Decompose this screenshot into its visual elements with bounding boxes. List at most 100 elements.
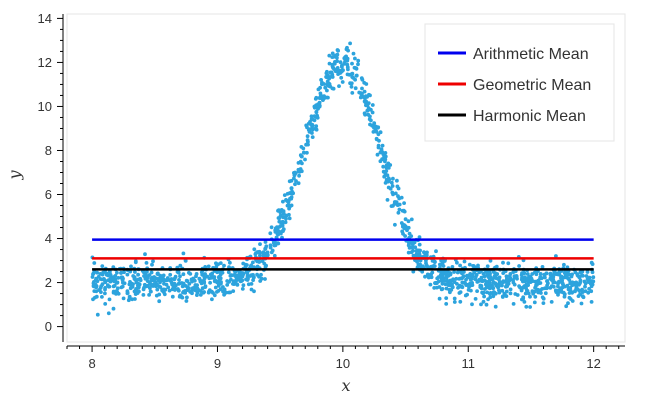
scatter-point — [145, 269, 149, 274]
scatter-point — [150, 278, 154, 283]
scatter-point — [270, 248, 275, 253]
scatter-point — [111, 306, 116, 311]
scatter-point — [172, 277, 177, 282]
scatter-point — [350, 61, 354, 66]
scatter-point — [370, 110, 375, 115]
scatter-point — [359, 91, 363, 95]
scatter-point — [524, 304, 529, 309]
scatter-point — [472, 270, 477, 275]
scatter-point — [554, 290, 559, 294]
scatter-point — [205, 274, 210, 279]
scatter-point — [431, 264, 436, 268]
scatter-point — [500, 283, 504, 288]
scatter-point — [366, 101, 371, 105]
scatter-point — [360, 86, 364, 91]
scatter-point — [534, 272, 539, 277]
scatter-point — [220, 270, 225, 275]
scatter-point — [201, 280, 206, 285]
scatter-point — [585, 277, 590, 282]
scatter-point — [168, 272, 173, 277]
scatter-point — [101, 270, 106, 275]
scatter-point — [465, 273, 469, 278]
scatter-point — [251, 275, 256, 280]
scatter-point — [393, 222, 397, 227]
plot-frame — [66, 13, 626, 343]
scatter-point — [568, 289, 573, 293]
scatter-point — [432, 259, 437, 264]
scatter-point — [559, 276, 563, 281]
scatter-point — [391, 192, 395, 197]
scatter-point — [95, 312, 100, 317]
scatter-point — [457, 291, 462, 295]
scatter-point — [343, 55, 348, 59]
scatter-point — [335, 48, 340, 52]
scatter-point — [590, 262, 595, 266]
scatter-point — [246, 282, 251, 287]
scatter-point — [100, 295, 104, 299]
scatter-point — [296, 161, 301, 165]
scatter-point — [346, 48, 350, 53]
scatter-point — [218, 261, 223, 265]
scatter-point — [229, 273, 234, 277]
scatter-point — [339, 75, 344, 80]
scatter-point — [487, 285, 492, 290]
scatter-point — [106, 284, 111, 289]
scatter-point — [442, 278, 447, 283]
scatter-point — [370, 123, 374, 128]
scatter-point — [195, 291, 200, 295]
scatter-point — [155, 287, 160, 292]
scatter-point — [111, 275, 116, 280]
scatter-point — [322, 94, 326, 98]
scatter-point — [491, 291, 495, 296]
scatter-point — [536, 287, 540, 292]
scatter-point — [401, 208, 406, 213]
scatter-point — [276, 241, 281, 246]
scatter-point — [167, 288, 172, 293]
scatter-point — [478, 270, 483, 274]
scatter-point — [366, 112, 371, 117]
scatter-point — [293, 170, 297, 175]
scatter-point — [228, 290, 233, 295]
scatter-point — [276, 208, 281, 213]
scatter-point — [481, 299, 486, 304]
scatter-point — [154, 280, 158, 284]
scatter-point — [542, 272, 547, 277]
scatter-point — [464, 277, 468, 282]
scatter-point — [364, 99, 368, 104]
scatter-point — [225, 279, 230, 283]
scatter-point — [450, 265, 455, 269]
scatter-point — [570, 299, 575, 303]
scatter-point — [184, 299, 189, 303]
scatter-point — [272, 253, 277, 258]
scatter-point — [181, 272, 186, 277]
scatter-point — [399, 195, 404, 200]
scatter-point — [551, 274, 556, 279]
scatter-point — [504, 294, 509, 298]
scatter-point — [331, 86, 336, 91]
scatter-point — [309, 114, 314, 119]
scatter-point — [569, 274, 574, 279]
scatter-point — [166, 285, 171, 290]
scatter-point — [161, 273, 166, 278]
legend-label-harmonic-mean: Harmonic Mean — [473, 108, 586, 125]
scatter-point — [99, 284, 104, 288]
scatter-point — [530, 272, 535, 276]
scatter-point — [511, 302, 516, 306]
scatter-point — [406, 250, 411, 255]
scatter-point — [356, 62, 360, 67]
scatter-point — [353, 86, 358, 91]
scatter-point — [541, 301, 546, 305]
scatter-point — [382, 174, 387, 179]
scatter-point — [500, 295, 505, 299]
scatter-point — [414, 253, 419, 257]
scatter-point — [138, 278, 143, 283]
scatter-point — [122, 270, 126, 275]
scatter-point — [581, 273, 585, 278]
scatter-point — [479, 302, 483, 307]
scatter-point — [584, 274, 589, 278]
scatter-point — [121, 280, 125, 285]
scatter-point — [273, 228, 278, 233]
scatter-point — [383, 151, 388, 155]
scatter-point — [430, 270, 435, 275]
scatter-point — [208, 272, 213, 277]
